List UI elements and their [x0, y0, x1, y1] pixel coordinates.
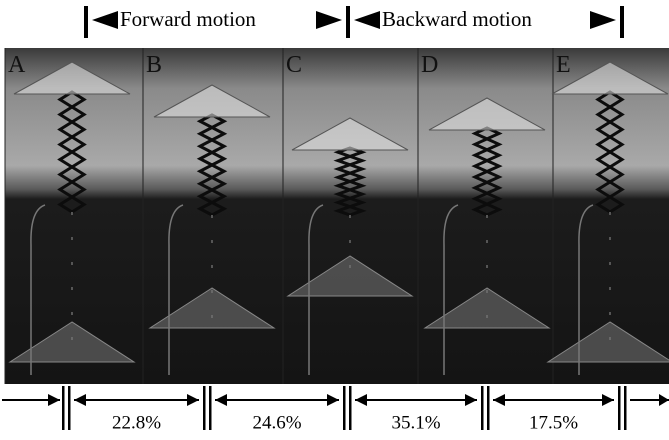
panel-label: D: [421, 52, 438, 78]
divider: [346, 6, 350, 38]
double-bar: [209, 386, 212, 430]
arrow-head: [355, 394, 367, 406]
photo-panel: D: [418, 48, 553, 384]
interval-label: 35.1%: [391, 412, 440, 433]
arrow-head: [215, 394, 227, 406]
photo-panel: B: [143, 48, 283, 384]
panel-label: E: [556, 52, 571, 78]
panel-label: C: [286, 52, 302, 78]
arrow-head: [74, 394, 86, 406]
divider: [84, 6, 88, 38]
double-bar: [62, 386, 65, 430]
arrow-head: [187, 394, 199, 406]
arrow-head: [465, 394, 477, 406]
arrow-head: [493, 394, 505, 406]
photo-panel: A: [5, 48, 143, 384]
interval-label: 22.8%: [112, 412, 161, 433]
interval-row: 22.8% 24.6% 35.1% 17.5%: [2, 386, 669, 433]
arrow-head: [48, 394, 60, 406]
arrow-head: [316, 11, 342, 29]
double-bar: [624, 386, 627, 430]
arrow-head: [327, 394, 339, 406]
forward-label: Forward motion: [120, 7, 256, 31]
backward-label: Backward motion: [382, 7, 532, 31]
double-bar: [618, 386, 621, 430]
figure: Forward motion Backward motion A B C D E 22.…: [0, 0, 669, 440]
interval-label: 24.6%: [252, 412, 301, 433]
arrow-head: [92, 11, 118, 29]
photo-strip: A B C D E: [5, 48, 669, 384]
photo-panel: E: [548, 48, 669, 384]
photo-panel: C: [283, 48, 418, 384]
double-bar: [203, 386, 206, 430]
double-bar: [349, 386, 352, 430]
divider: [620, 6, 624, 38]
double-bar: [487, 386, 490, 430]
double-bar: [343, 386, 346, 430]
interval-label: 17.5%: [529, 412, 578, 433]
double-bar: [68, 386, 71, 430]
header: Forward motion Backward motion: [84, 6, 624, 38]
arrow-head: [354, 11, 380, 29]
panel-label: A: [8, 52, 26, 78]
double-bar: [481, 386, 484, 430]
arrow-head: [590, 11, 616, 29]
panel-label: B: [146, 52, 162, 78]
arrow-head: [602, 394, 614, 406]
